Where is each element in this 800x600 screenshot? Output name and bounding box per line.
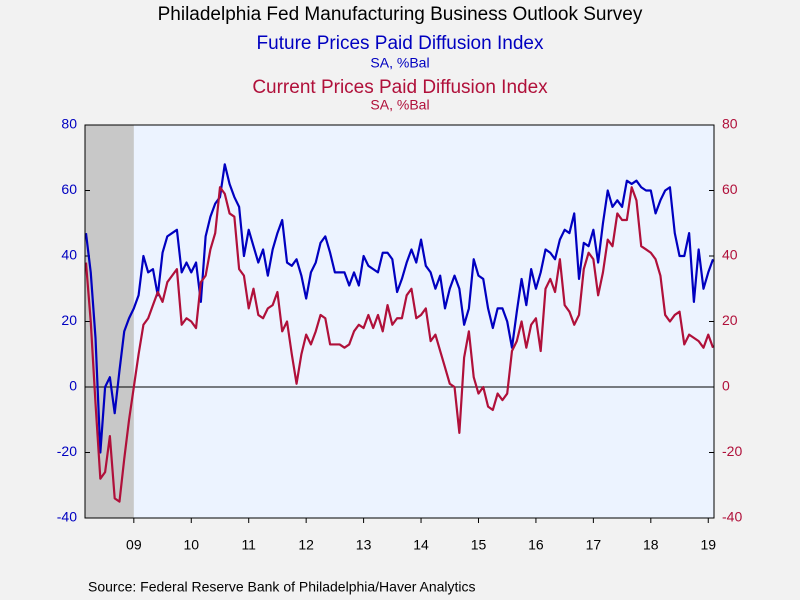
series-line [84, 186, 715, 503]
x-tick-label: 19 [700, 537, 716, 553]
subtitle: SA, %Bal [370, 55, 429, 71]
source-note: Source: Federal Reserve Bank of Philadel… [88, 579, 476, 595]
x-tick-label: 14 [413, 537, 429, 553]
x-tick-label: 10 [183, 537, 199, 553]
subtitle: Current Prices Paid Diffusion Index [252, 77, 548, 98]
y-tick-label: -20 [57, 443, 77, 459]
y2-tick-label: 40 [722, 247, 738, 263]
chart-title: Philadelphia Fed Manufacturing Business … [158, 4, 643, 25]
x-tick-label: 12 [298, 537, 314, 553]
plot-frame [84, 124, 715, 519]
y-tick-label: 60 [61, 181, 77, 197]
y-tick-label: 0 [69, 378, 77, 394]
y-tick-label: -40 [57, 509, 77, 525]
plot-area [85, 125, 714, 518]
x-tick-label: 09 [126, 537, 142, 553]
subtitle: SA, %Bal [370, 97, 429, 113]
x-tick-label: 18 [643, 537, 659, 553]
y2-tick-label: 20 [722, 312, 738, 328]
y2-tick-label: -40 [722, 509, 742, 525]
recession-shading [85, 125, 134, 518]
y2-tick-label: 0 [722, 378, 730, 394]
subtitle: Future Prices Paid Diffusion Index [257, 33, 544, 54]
y2-tick-label: 80 [722, 116, 738, 132]
y-tick-label: 80 [61, 116, 77, 132]
y2-tick-label: 60 [722, 181, 738, 197]
x-tick-label: 15 [471, 537, 487, 553]
x-tick-label: 17 [586, 537, 602, 553]
series-line [84, 163, 715, 454]
y-tick-label: 20 [61, 312, 77, 328]
x-tick-label: 16 [528, 537, 544, 553]
y2-tick-label: -20 [722, 443, 742, 459]
x-tick-label: 13 [356, 537, 372, 553]
x-tick-label: 11 [241, 537, 256, 553]
y-tick-label: 40 [61, 247, 77, 263]
